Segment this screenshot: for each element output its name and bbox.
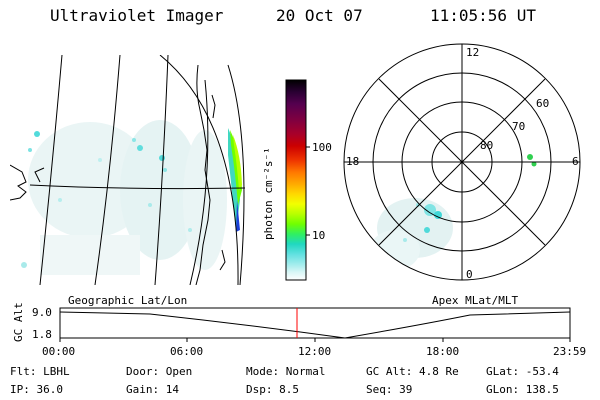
geographic-map: [10, 55, 246, 285]
info-door: Door: Open: [126, 365, 193, 378]
info-dsp: Dsp: 8.5: [246, 383, 299, 396]
timeline-ytick-high: 9.0: [32, 306, 52, 319]
colorbar: [285, 79, 310, 281]
polar-lat-label-70: 70: [512, 120, 526, 133]
polar-projection-label: Apex MLat/MLT: [432, 294, 519, 307]
gc-alt-curve: [59, 311, 571, 339]
header-time: 11:05:56 UT: [430, 6, 536, 25]
info-mode: Mode: Normal: [246, 365, 326, 378]
auroral-arc: [228, 128, 242, 232]
timeline-xtick-0600: 06:00: [170, 345, 204, 358]
info-gc-alt: GC Alt: 4.8 Re: [366, 365, 459, 378]
info-ip: IP: 36.0: [10, 383, 63, 396]
timeline-plot: [59, 307, 571, 342]
polar-mlt-label-18: 18: [346, 155, 360, 168]
polar-grid: [343, 43, 581, 281]
timeline-ytick-low: 1.8: [32, 328, 52, 341]
colorbar-tick-100: 100: [312, 141, 332, 154]
polar-mlt-label-0: 0: [466, 268, 473, 281]
timeline-xtick-1800: 18:00: [426, 345, 460, 358]
polar-mlt-label-6: 6: [572, 155, 579, 168]
timeline-xtick-1200: 12:00: [298, 345, 332, 358]
polar-lat-label-80: 80: [480, 139, 494, 152]
header-date: 20 Oct 07: [276, 6, 363, 25]
colorbar-label: photon cm⁻²s⁻¹: [262, 147, 275, 240]
polar-lat-label-60: 60: [536, 97, 550, 110]
timeline-xtick-2359: 23:59: [553, 345, 587, 358]
info-glat: GLat: -53.4: [486, 365, 559, 378]
map-emission-speckle: [21, 120, 227, 275]
app-title: Ultraviolet Imager: [50, 6, 224, 25]
map-grid: [29, 55, 246, 285]
timeline-ylabel: GC Alt: [12, 302, 25, 342]
polar-mlt-label-12: 12: [466, 46, 480, 59]
colorbar-tick-10: 10: [312, 229, 326, 242]
timeline-xtick-0000: 00:00: [42, 345, 76, 358]
map-projection-label: Geographic Lat/Lon: [68, 294, 188, 307]
info-flt: Flt: LBHL: [10, 365, 70, 378]
info-seq: Seq: 39: [366, 383, 413, 396]
info-glon: GLon: 138.5: [486, 383, 559, 396]
map-coastlines: [10, 64, 226, 285]
polar-plot: [343, 43, 581, 281]
info-gain: Gain: 14: [126, 383, 179, 396]
